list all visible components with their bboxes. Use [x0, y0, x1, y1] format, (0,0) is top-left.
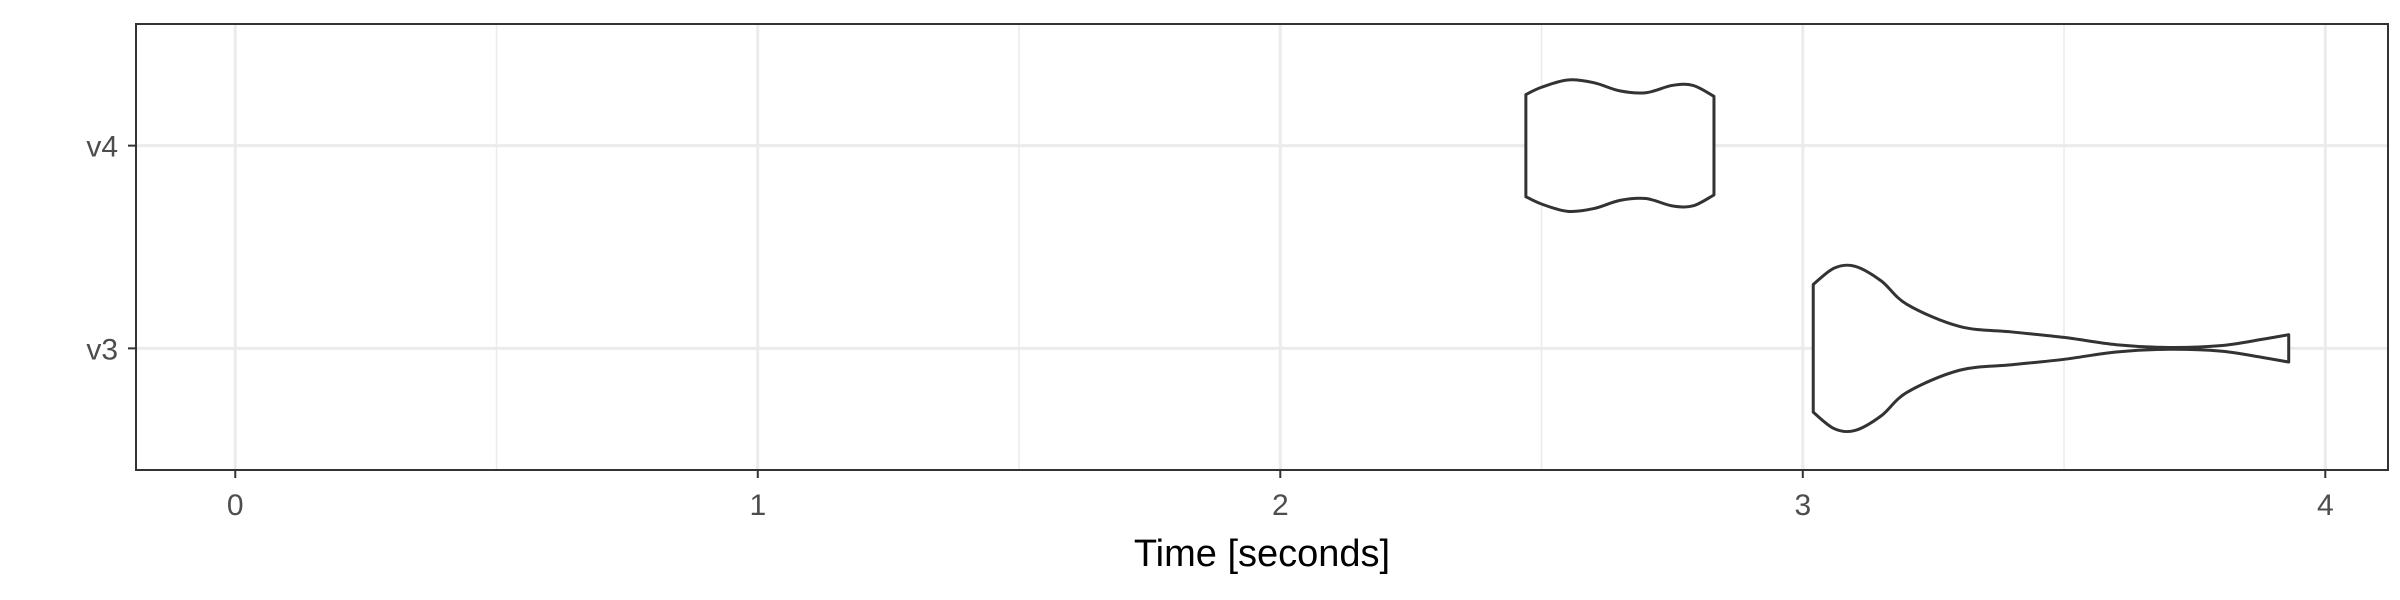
violin-v4 [1524, 78, 1716, 213]
x-tick-label-3: 3 [1794, 489, 1811, 522]
x-tick-label-2: 2 [1272, 489, 1289, 522]
x-axis-title: Time [seconds] [1134, 533, 1390, 575]
x-tick-label-1: 1 [749, 489, 766, 522]
x-tick-label-4: 4 [2317, 489, 2334, 522]
y-axis: v4 v3 [86, 131, 136, 366]
y-tick-label-v4: v4 [86, 131, 118, 164]
plot-border [135, 23, 2389, 471]
violins [1524, 78, 2291, 434]
x-tick-label-0: 0 [227, 489, 244, 522]
x-axis: 0 1 2 3 4 [227, 470, 2334, 522]
plot-background [136, 24, 2388, 470]
violin-v3 [1811, 263, 2291, 434]
y-tick-label-v3: v3 [86, 333, 118, 366]
